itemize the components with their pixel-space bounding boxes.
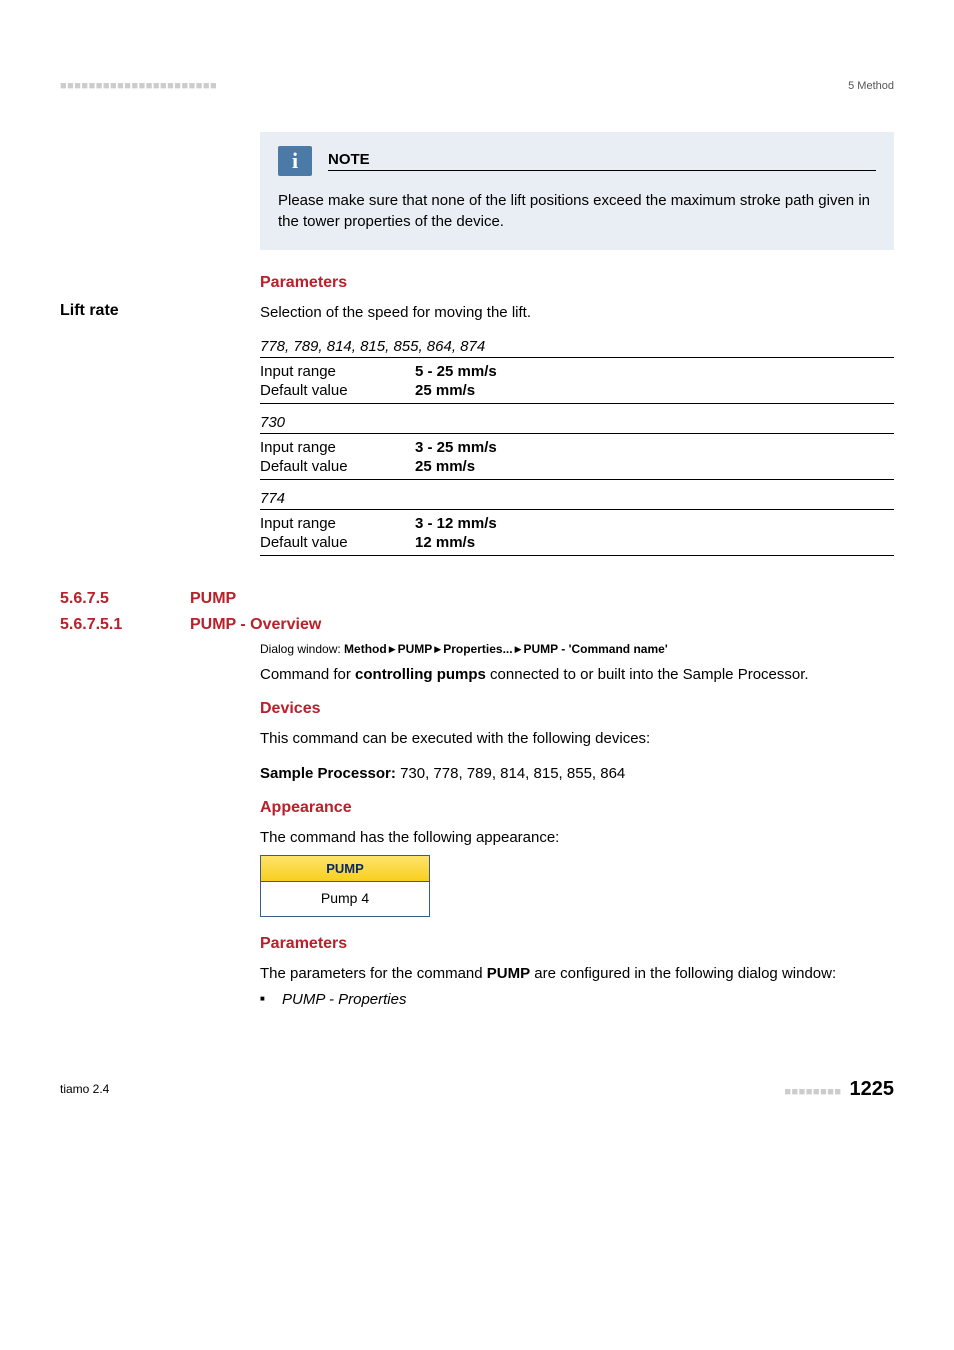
range-divider (260, 403, 894, 404)
header-dashes: ■■■■■■■■■■■■■■■■■■■■■■ (60, 80, 217, 92)
bullet-item: PUMP - Properties (260, 991, 894, 1008)
pump-cmd-text: Command for controlling pumps connected … (260, 664, 894, 686)
range-val: 25 mm/s (415, 458, 475, 475)
pump-parameters-heading: Parameters (260, 935, 894, 953)
range-val: 3 - 25 mm/s (415, 439, 497, 456)
footer-dashes: ■■■■■■■■ (784, 1086, 841, 1098)
range-row: Input range 3 - 25 mm/s (260, 438, 894, 457)
range-key: Input range (260, 439, 415, 456)
range-divider (260, 555, 894, 556)
footer-right: ■■■■■■■■ 1225 (784, 1078, 894, 1101)
range-header: 778, 789, 814, 815, 855, 864, 874 (260, 338, 894, 358)
appearance-text: The command has the following appearance… (260, 827, 894, 849)
header-section-label: 5 Method (848, 80, 894, 92)
page-header: ■■■■■■■■■■■■■■■■■■■■■■ 5 Method (60, 80, 894, 92)
devices-text: This command can be executed with the fo… (260, 728, 894, 750)
dialog-part: PUMP (398, 642, 433, 656)
pump-h2-num: 5.6.7.5.1 (60, 616, 150, 634)
params-text-post: are configured in the following dialog w… (530, 965, 836, 982)
dialog-prefix: Dialog window: (260, 642, 344, 656)
page-footer: tiamo 2.4 ■■■■■■■■ 1225 (60, 1078, 894, 1101)
range-key: Input range (260, 515, 415, 532)
dialog-part: Properties... (443, 642, 512, 656)
devices-list-values: 730, 778, 789, 814, 815, 855, 864 (396, 765, 625, 782)
pump-h1-num: 5.6.7.5 (60, 590, 150, 608)
pump-h2-title: PUMP - Overview (190, 616, 321, 634)
pump-parameters-text: The parameters for the command PUMP are … (260, 963, 894, 985)
cmd-text-bold: controlling pumps (355, 666, 486, 683)
note-title: NOTE (328, 151, 876, 171)
range-key: Default value (260, 458, 415, 475)
range-row: Default value 25 mm/s (260, 457, 894, 476)
cmd-text-pre: Command for (260, 666, 355, 683)
chevron-right-icon: ▶ (513, 644, 524, 654)
pump-card: PUMP Pump 4 (260, 855, 430, 917)
pump-h1-title: PUMP (190, 590, 236, 608)
note-box: i NOTE Please make sure that none of the… (260, 132, 894, 250)
dialog-part: Method (344, 642, 387, 656)
params-text-bold: PUMP (487, 965, 530, 982)
range-val: 5 - 25 mm/s (415, 363, 497, 380)
devices-list-label: Sample Processor: (260, 765, 396, 782)
range-row: Default value 12 mm/s (260, 533, 894, 552)
range-divider (260, 479, 894, 480)
params-text-pre: The parameters for the command (260, 965, 487, 982)
note-container: i NOTE Please make sure that none of the… (260, 132, 894, 292)
pump-card-body: Pump 4 (261, 882, 429, 916)
range-key: Default value (260, 534, 415, 551)
range-block-2: 774 Input range 3 - 12 mm/s Default valu… (260, 490, 894, 556)
range-key: Input range (260, 363, 415, 380)
pump-h1: 5.6.7.5 PUMP (60, 590, 894, 608)
info-icon: i (278, 146, 312, 176)
chevron-right-icon: ▶ (387, 644, 398, 654)
lift-rate-desc: Selection of the speed for moving the li… (260, 302, 894, 324)
range-row: Input range 5 - 25 mm/s (260, 362, 894, 381)
appearance-heading: Appearance (260, 799, 894, 817)
lift-rate-section: Lift rate Selection of the speed for mov… (60, 302, 894, 566)
range-row: Input range 3 - 12 mm/s (260, 514, 894, 533)
range-row: Default value 25 mm/s (260, 381, 894, 400)
lift-rate-label: Lift rate (60, 302, 260, 320)
range-header: 730 (260, 414, 894, 434)
range-key: Default value (260, 382, 415, 399)
note-head: i NOTE (278, 146, 876, 176)
footer-left: tiamo 2.4 (60, 1082, 109, 1096)
lift-rate-body: Selection of the speed for moving the li… (260, 302, 894, 566)
note-body: Please make sure that none of the lift p… (278, 190, 876, 232)
range-header: 774 (260, 490, 894, 510)
footer-page-number: 1225 (850, 1078, 895, 1100)
pump-h2: 5.6.7.5.1 PUMP - Overview (60, 616, 894, 634)
range-block-1: 730 Input range 3 - 25 mm/s Default valu… (260, 414, 894, 480)
cmd-text-post: connected to or built into the Sample Pr… (486, 666, 809, 683)
devices-list: Sample Processor: 730, 778, 789, 814, 81… (260, 763, 894, 785)
dialog-part: PUMP - 'Command name' (524, 642, 668, 656)
range-block-0: 778, 789, 814, 815, 855, 864, 874 Input … (260, 338, 894, 404)
note-title-wrap: NOTE (326, 151, 876, 171)
range-val: 3 - 12 mm/s (415, 515, 497, 532)
pump-content: Dialog window: Method▶PUMP▶Properties...… (260, 642, 894, 1008)
parameters-bullets: PUMP - Properties (260, 991, 894, 1008)
chevron-right-icon: ▶ (432, 644, 443, 654)
range-val: 25 mm/s (415, 382, 475, 399)
devices-heading: Devices (260, 700, 894, 718)
range-val: 12 mm/s (415, 534, 475, 551)
dialog-window-line: Dialog window: Method▶PUMP▶Properties...… (260, 642, 894, 656)
pump-card-head: PUMP (261, 856, 429, 882)
parameters-heading: Parameters (260, 274, 894, 292)
